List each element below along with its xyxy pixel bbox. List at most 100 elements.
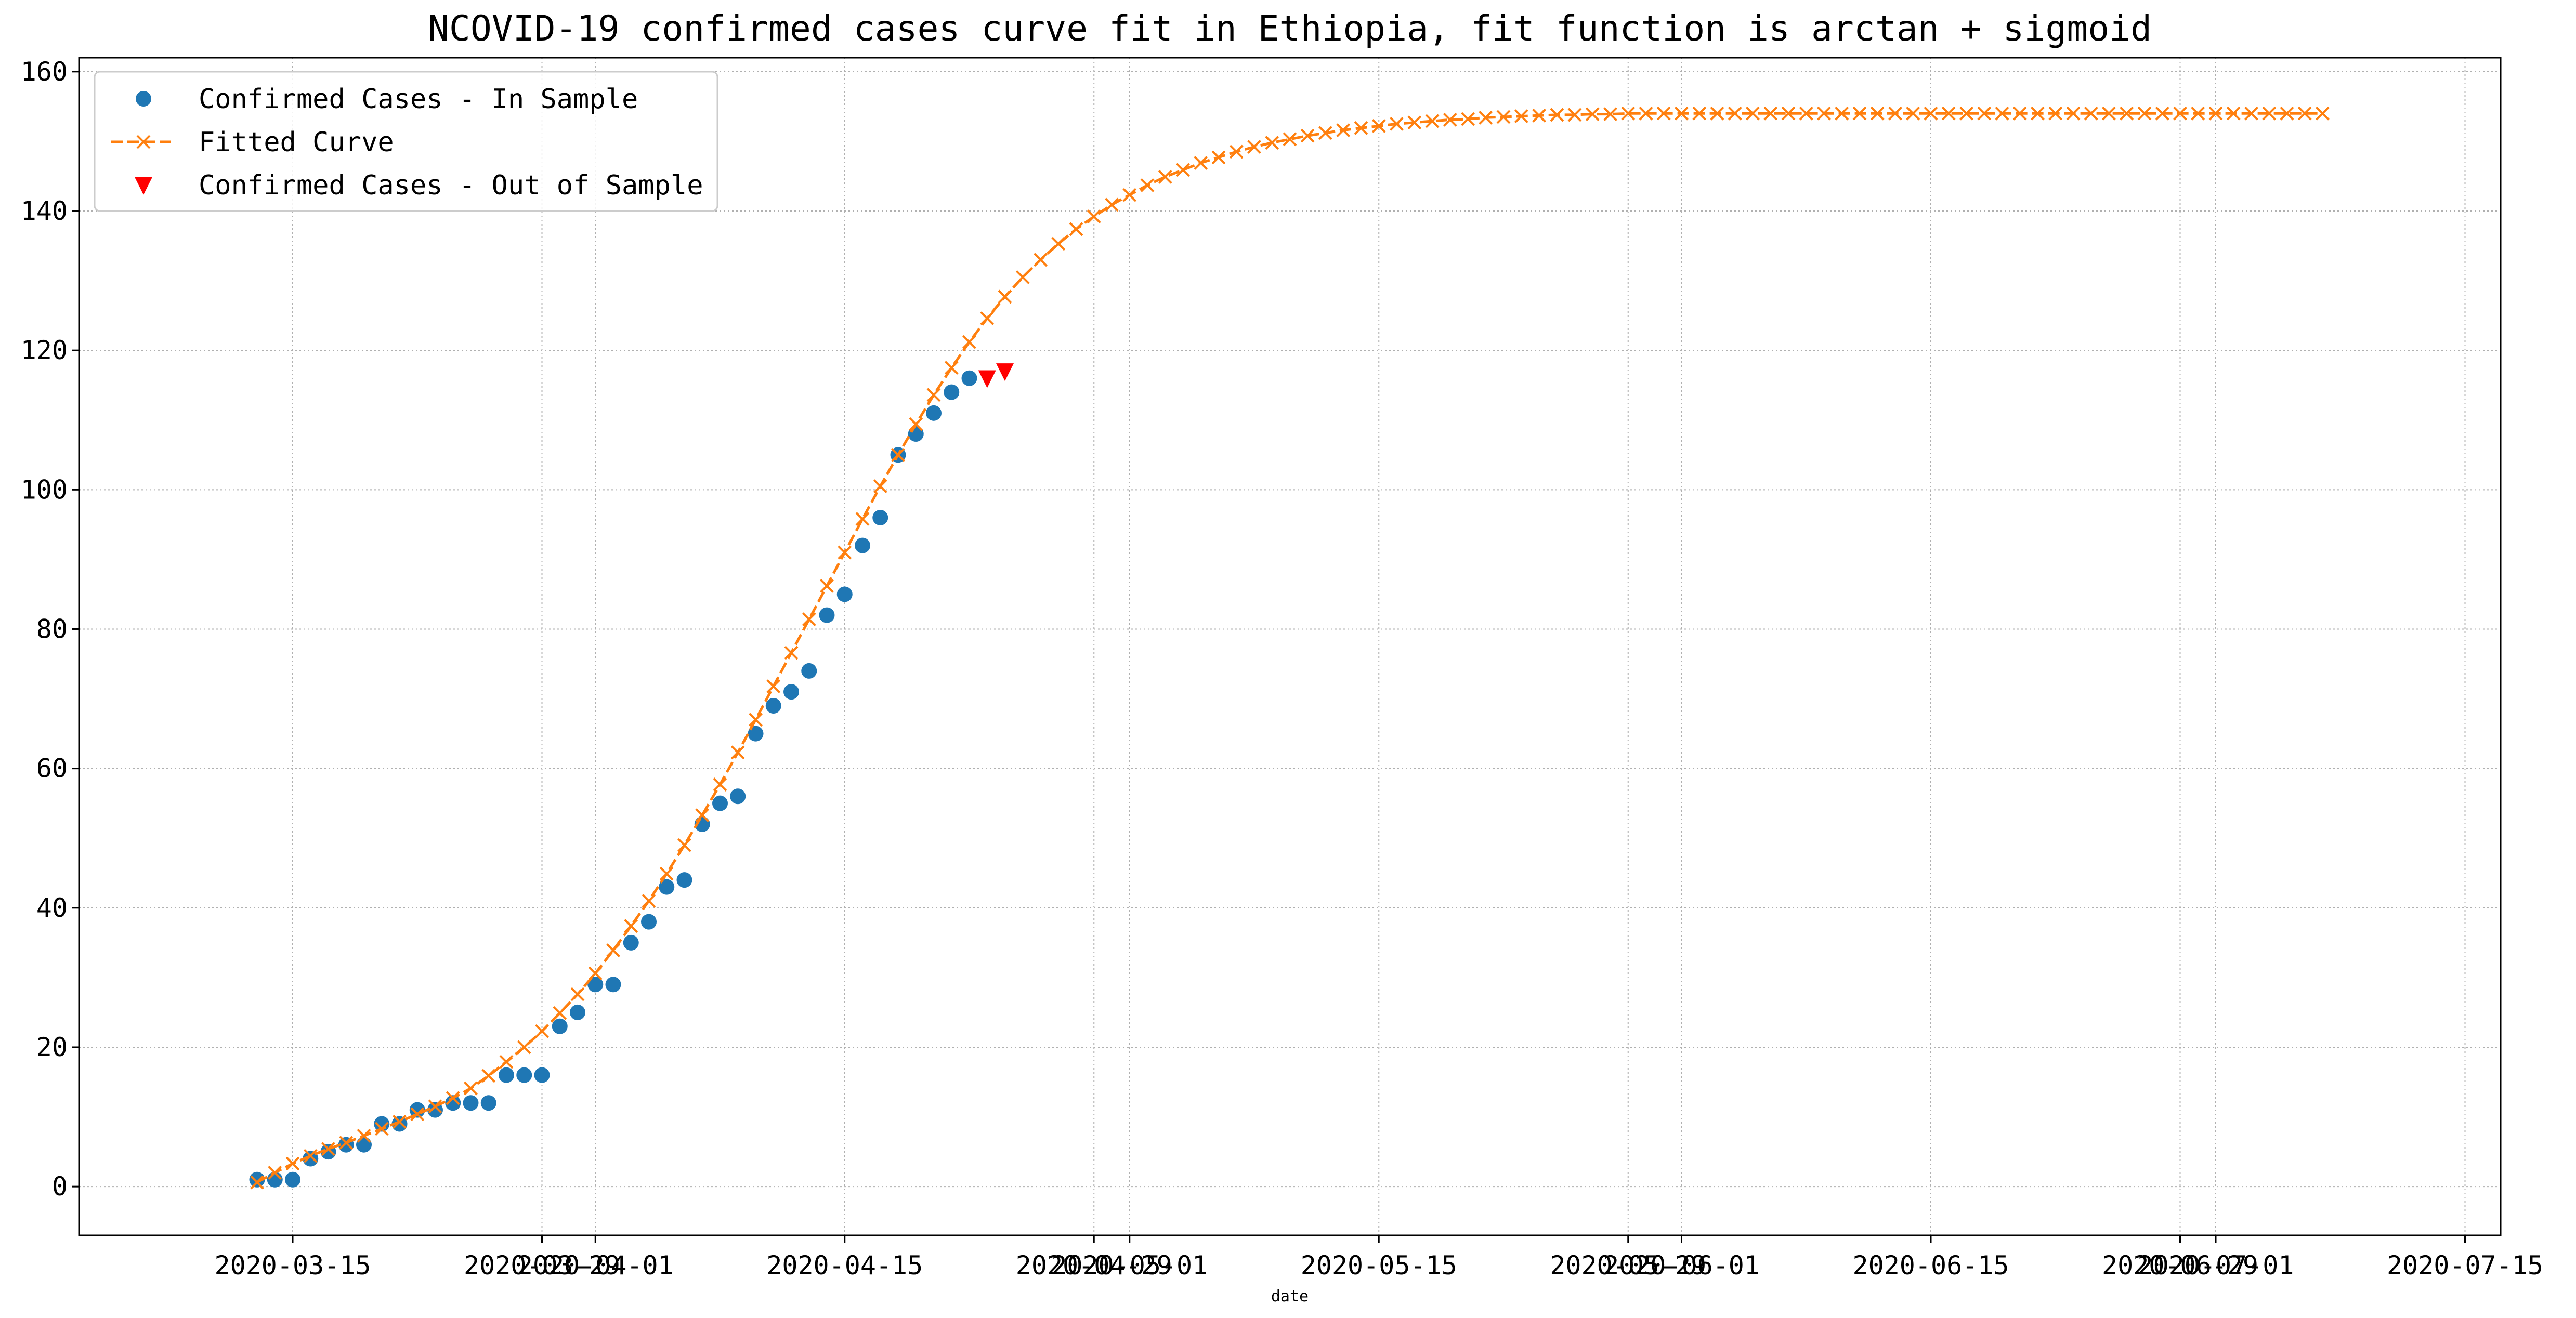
fitted-curve-marker <box>2244 106 2258 121</box>
legend: Confirmed Cases - In Sample Fitted Curve C… <box>94 71 718 212</box>
fitted-curve-marker <box>2316 106 2330 121</box>
fitted-curve-marker <box>2155 106 2169 121</box>
data-point-in-sample <box>819 607 835 623</box>
data-point-in-sample <box>944 384 960 400</box>
fitted-curve-marker <box>2173 106 2187 121</box>
fitted-curve-marker <box>1799 106 1813 121</box>
data-point-in-sample <box>285 1171 300 1188</box>
data-point-in-sample <box>623 934 639 951</box>
fitted-curve-marker <box>285 1156 300 1171</box>
fitted-curve-marker <box>570 987 585 1001</box>
fitted-curve-marker <box>464 1081 478 1096</box>
fitted-curve-marker <box>1479 110 1493 125</box>
fitted-curve-marker <box>1585 107 1600 122</box>
chart-title: NCOVID-19 confirmed cases curve fit in E… <box>428 8 2152 49</box>
y-tick-label: 160 <box>21 57 68 87</box>
data-point-in-sample <box>516 1067 532 1083</box>
data-point-in-sample <box>356 1137 372 1153</box>
fitted-curve-marker <box>2262 106 2277 121</box>
fitted-curve-marker <box>1870 106 1885 121</box>
fitted-curve-marker <box>1924 106 1938 121</box>
data-point-in-sample <box>605 977 621 993</box>
fitted-curve-marker <box>1746 106 1760 121</box>
fitted-curve-marker <box>410 1107 425 1122</box>
data-point-in-sample <box>676 872 692 888</box>
fitted-curve-marker <box>1959 106 1973 121</box>
fitted-curve-marker <box>713 777 727 792</box>
fitted-curve-marker <box>1995 106 2009 121</box>
fitted-curve-marker <box>1354 121 1368 135</box>
fitted-curve-marker <box>1051 236 1066 251</box>
x-tick-label: 2020-04-15 <box>766 1250 923 1281</box>
fitted-curve-marker <box>1852 106 1867 121</box>
fitted-curve-marker <box>659 866 674 881</box>
fitted-curve-marker <box>749 713 763 727</box>
data-point-in-sample <box>534 1067 550 1083</box>
fitted-curve-marker <box>1247 140 1261 154</box>
plot-area <box>249 106 2330 1190</box>
fitted-curve-marker <box>838 545 852 560</box>
fitted-curve-marker <box>1300 128 1315 143</box>
fitted-curve-marker <box>820 578 834 593</box>
fitted-curve-marker <box>1443 112 1457 127</box>
fitted-curve-marker <box>1906 106 1920 121</box>
fitted-curve-marker <box>677 838 691 852</box>
fitted-curve-marker <box>962 335 976 349</box>
y-tick-label: 120 <box>21 335 68 365</box>
fitted-curve-marker <box>339 1136 354 1150</box>
plot-frame <box>78 57 2502 1236</box>
fitted-curve-marker <box>873 479 887 494</box>
fitted-curve-marker <box>2102 106 2116 121</box>
data-point-in-sample <box>587 977 604 993</box>
y-tick-label: 0 <box>52 1171 68 1202</box>
data-point-in-sample <box>463 1095 479 1111</box>
fitted-curve-marker <box>766 679 781 693</box>
fitted-curve-marker <box>1229 144 1244 159</box>
fitted-curve-marker <box>1194 156 1208 170</box>
fitted-curve-marker <box>588 966 603 981</box>
fitted-curve-marker <box>1639 106 1653 121</box>
data-point-in-sample <box>267 1171 283 1188</box>
fitted-curve-marker <box>2226 106 2241 121</box>
fitted-curve-marker <box>1514 109 1528 124</box>
fitted-curve-marker <box>624 919 638 933</box>
data-point-in-sample <box>641 914 657 930</box>
data-point-in-sample <box>712 795 728 811</box>
fitted-curve-marker <box>1015 270 1030 284</box>
fitted-curve-marker <box>1122 188 1137 202</box>
fitted-curve-marker <box>642 893 656 908</box>
fitted-curve-marker <box>1371 118 1386 133</box>
legend-box <box>94 71 718 212</box>
fitted-curve-marker <box>926 388 941 402</box>
fitted-curve-marker <box>553 1006 567 1020</box>
data-point-in-sample <box>730 788 746 805</box>
fitted-curve-marker <box>268 1165 282 1180</box>
data-point-out-of-sample <box>996 363 1014 381</box>
y-tick-label: 40 <box>36 893 68 923</box>
fitted-curve-marker <box>1087 209 1101 224</box>
x-tick-label: 2020-03-29 <box>464 1250 620 1281</box>
fitted-curve-marker <box>1336 123 1351 137</box>
fitted-curve-marker <box>909 417 923 431</box>
fitted-curve-marker <box>1158 169 1172 184</box>
data-point-in-sample <box>872 509 888 525</box>
fitted-curve-line <box>256 112 2323 1184</box>
fitted-curve-marker <box>428 1099 442 1114</box>
fitted-curve-marker <box>1407 115 1422 130</box>
data-point-in-sample <box>855 537 870 553</box>
fitted-curve-marker <box>855 512 870 526</box>
x-tick-label: 2020-06-01 <box>1603 1250 1760 1281</box>
fitted-curve-marker <box>1105 197 1119 212</box>
fitted-curve-marker <box>802 612 816 627</box>
fitted-curve-marker <box>2208 106 2223 121</box>
x-tick-label: 2020-06-29 <box>2102 1250 2258 1281</box>
fitted-curve-marker <box>250 1175 264 1190</box>
fitted-curve-marker <box>891 447 905 462</box>
x-tick-label: 2020-07-01 <box>2137 1250 2294 1281</box>
x-tick-label: 2020-04-01 <box>517 1250 674 1281</box>
fitted-curve-marker <box>730 745 745 760</box>
y-tick-label: 20 <box>36 1032 68 1062</box>
data-point-in-sample <box>480 1095 496 1111</box>
